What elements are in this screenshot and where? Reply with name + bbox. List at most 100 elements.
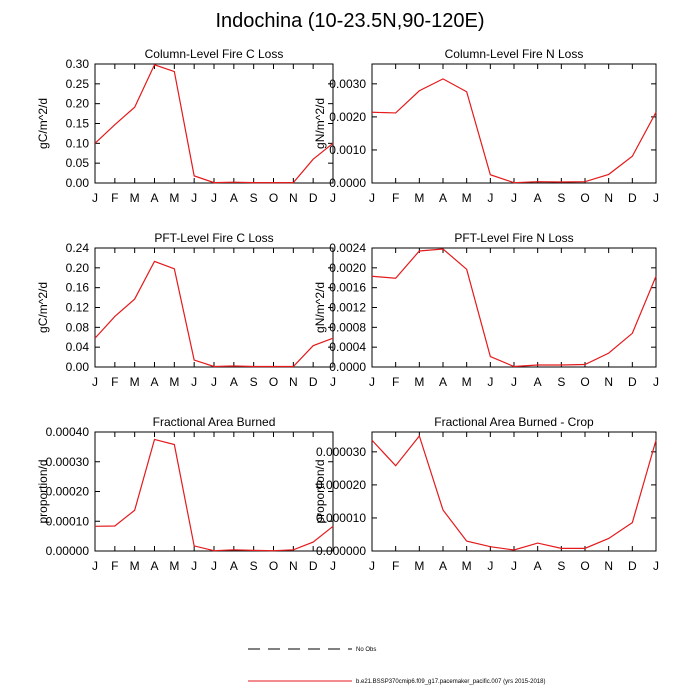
x-tick-label: J — [487, 191, 493, 205]
x-tick-label: O — [269, 191, 278, 205]
plot-frame — [371, 431, 657, 552]
x-tick-label: A — [534, 191, 542, 205]
x-tick-label: D — [309, 559, 318, 573]
y-tick-label: 0.30 — [66, 57, 90, 71]
x-tick-label: F — [392, 191, 399, 205]
x-tick-label: O — [269, 559, 278, 573]
chart-panel-6: Fractional Area Burned - Crop proportion/… — [313, 415, 659, 573]
x-tick-label: N — [289, 191, 298, 205]
x-tick-label: J — [211, 191, 217, 205]
x-tick-label: D — [309, 375, 318, 389]
figure-title: Indochina (10-23.5N,90-120E) — [215, 10, 485, 32]
plot-frame — [94, 63, 334, 184]
x-tick-label: N — [604, 559, 613, 573]
x-tick-label: J — [191, 559, 197, 573]
x-tick-label: M — [462, 375, 472, 389]
x-tick-label: M — [414, 191, 424, 205]
x-tick-label: M — [169, 559, 179, 573]
x-tick-label: J — [330, 191, 336, 205]
y-tick-label: 0.05 — [66, 156, 90, 170]
y-tick-label: 0.0012 — [329, 301, 366, 315]
x-tick-label: J — [653, 191, 659, 205]
x-tick-label: S — [250, 375, 258, 389]
series-line — [94, 64, 334, 184]
y-tick-label: 0.0024 — [329, 241, 366, 255]
x-tick-label: J — [369, 559, 375, 573]
x-tick-label: N — [604, 191, 613, 205]
y-tick-label: 0.08 — [66, 320, 90, 334]
y-tick-label: 0.0000 — [329, 360, 366, 374]
y-tick-label: 0.12 — [66, 301, 90, 315]
x-tick-label: M — [414, 559, 424, 573]
y-tick-label: 0.04 — [66, 340, 90, 354]
y-tick-label: 0.0030 — [329, 77, 366, 91]
chart-title: Fractional Area Burned — [153, 415, 276, 429]
plot-frame — [94, 431, 334, 552]
x-tick-label: J — [191, 191, 197, 205]
y-axis-label: proportion/d — [36, 459, 50, 523]
y-axis-label: gN/m^2/d — [313, 98, 327, 149]
x-tick-label: D — [628, 191, 637, 205]
x-tick-label: S — [250, 191, 258, 205]
y-tick-label: 0.00040 — [46, 425, 90, 439]
x-tick-label: J — [211, 375, 217, 389]
y-tick-label: 0.20 — [66, 261, 90, 275]
x-tick-label: J — [511, 375, 517, 389]
plot-frame — [371, 63, 657, 184]
plot-frame — [94, 247, 334, 368]
x-tick-label: J — [211, 559, 217, 573]
chart-panel-2: Column-Level Fire N Loss gN/m^2/d J F M A M J J A… — [313, 47, 659, 205]
chart-title: Fractional Area Burned - Crop — [434, 415, 594, 429]
x-tick-label: J — [511, 559, 517, 573]
x-tick-label: M — [130, 191, 140, 205]
y-tick-label: 0.0004 — [329, 340, 366, 354]
x-tick-label: J — [487, 559, 493, 573]
x-tick-label: A — [534, 375, 542, 389]
y-tick-label: 0.20 — [66, 97, 90, 111]
x-tick-label: J — [653, 375, 659, 389]
series-line — [371, 248, 657, 368]
x-tick-label: M — [414, 375, 424, 389]
x-tick-label: M — [462, 559, 472, 573]
y-tick-label: 0.0010 — [329, 143, 366, 157]
x-tick-label: A — [150, 559, 158, 573]
y-tick-label: 0.00030 — [46, 455, 90, 469]
x-tick-label: O — [580, 559, 589, 573]
x-tick-label: F — [392, 375, 399, 389]
x-tick-label: A — [230, 375, 238, 389]
y-tick-label: 0.16 — [66, 281, 90, 295]
y-tick-label: 0.00010 — [46, 514, 90, 528]
y-tick-label: 0.25 — [66, 77, 90, 91]
x-tick-label: J — [369, 375, 375, 389]
series-line — [94, 438, 334, 552]
x-tick-label: F — [111, 191, 118, 205]
x-tick-label: D — [628, 559, 637, 573]
y-axis-label: gC/m^2/d — [36, 98, 50, 149]
x-tick-label: N — [289, 559, 298, 573]
x-tick-label: F — [111, 559, 118, 573]
y-tick-label: 0.15 — [66, 117, 90, 131]
x-tick-label: O — [269, 375, 278, 389]
x-tick-label: D — [628, 375, 637, 389]
x-tick-label: J — [191, 375, 197, 389]
x-tick-label: J — [92, 375, 98, 389]
legend-label-model: b.e21.BSSP370cmip6.f09_g17.pacemaker_pac… — [356, 679, 545, 685]
x-tick-label: M — [169, 191, 179, 205]
x-tick-label: J — [511, 191, 517, 205]
y-tick-label: 0.0020 — [329, 110, 366, 124]
x-tick-label: A — [230, 559, 238, 573]
x-tick-label: D — [309, 191, 318, 205]
x-tick-label: N — [289, 375, 298, 389]
y-tick-label: 0.0016 — [329, 281, 366, 295]
legend: No Obs b.e21.BSSP370cmip6.f09_g17.pacemak… — [248, 647, 545, 685]
x-tick-label: J — [330, 375, 336, 389]
x-tick-label: S — [250, 559, 258, 573]
chart-panel-4: PFT-Level Fire N Loss gN/m^2/d J F M A M J J A S O N… — [313, 231, 659, 389]
x-tick-label: O — [580, 375, 589, 389]
x-tick-label: A — [230, 191, 238, 205]
legend-label-no-obs: No Obs — [356, 647, 376, 653]
x-tick-label: J — [487, 375, 493, 389]
